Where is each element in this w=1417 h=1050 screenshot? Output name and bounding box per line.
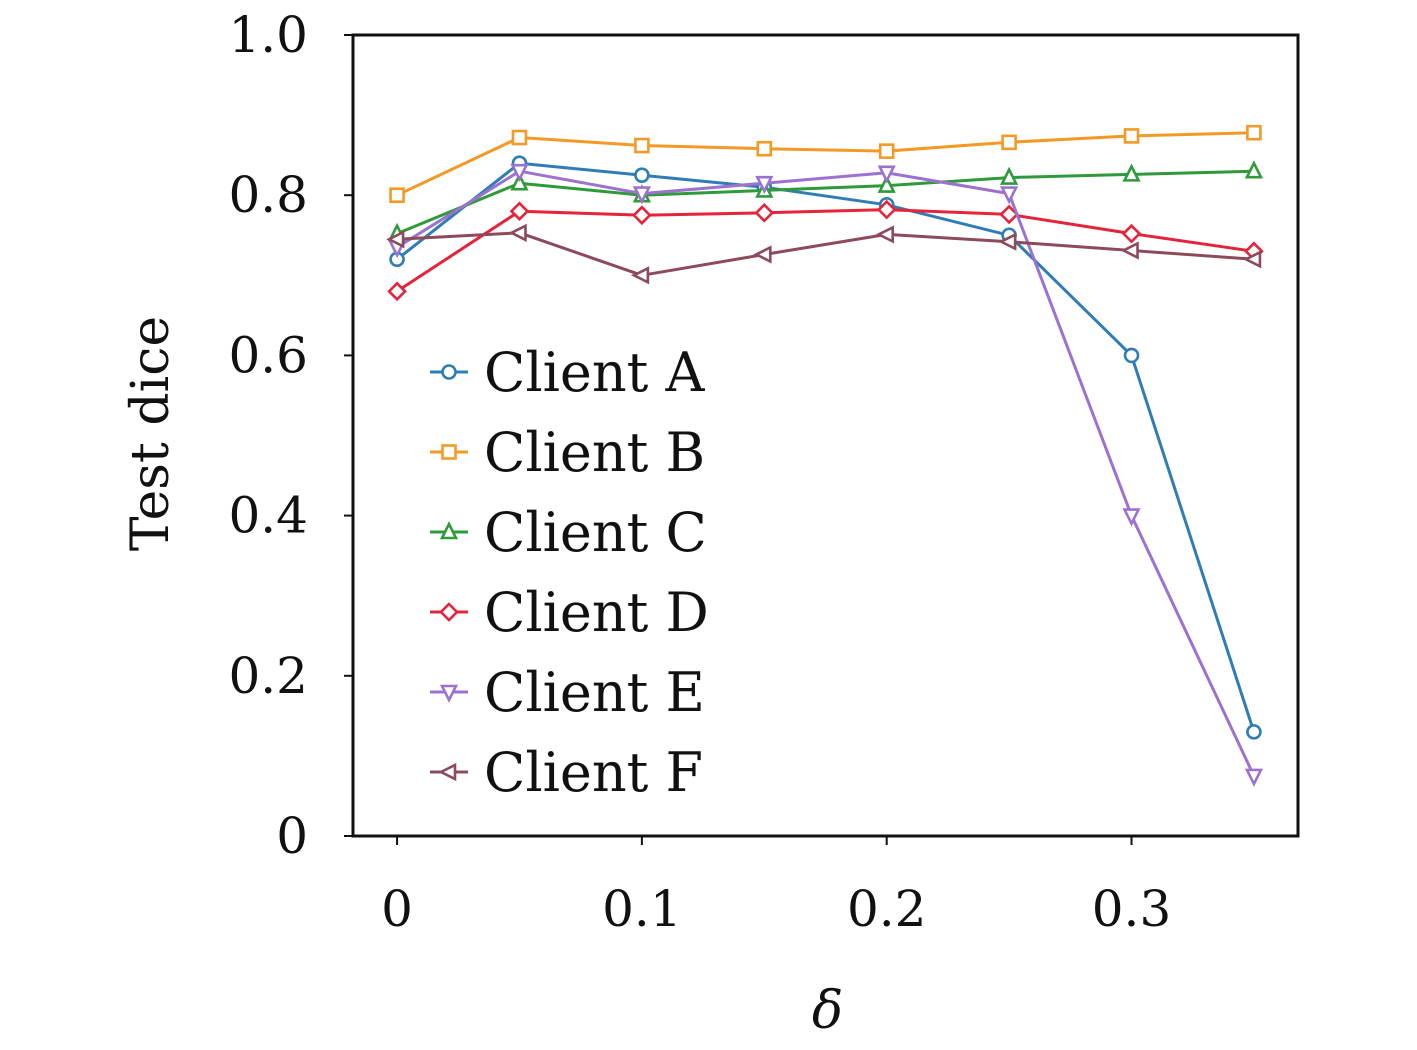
data-point xyxy=(510,172,529,191)
legend-label: Client A xyxy=(484,341,705,404)
legend-label: Client E xyxy=(484,661,705,724)
legend-label: Client B xyxy=(484,421,705,484)
series-d xyxy=(387,199,1264,302)
y-tick-label: 0.2 xyxy=(228,647,308,705)
data-point xyxy=(511,129,528,146)
series-f xyxy=(386,223,1262,285)
legend-marker xyxy=(441,364,457,380)
series-line xyxy=(396,169,1256,777)
legend-item: Client F xyxy=(430,741,703,804)
legend-item: Client B xyxy=(430,421,705,484)
data-point xyxy=(754,202,775,223)
data-point xyxy=(634,167,650,183)
data-point xyxy=(1122,508,1141,527)
data-point xyxy=(1000,186,1019,205)
y-tick-label: 0.6 xyxy=(228,326,308,384)
legend-marker xyxy=(439,602,459,622)
data-point xyxy=(756,140,773,157)
series-b xyxy=(389,124,1262,203)
series-line xyxy=(396,208,1255,293)
legend-label: Client C xyxy=(484,501,707,564)
legend-item: Client C xyxy=(430,501,707,564)
data-point xyxy=(877,174,896,193)
data-point xyxy=(1120,241,1139,260)
x-tick-label: 0.2 xyxy=(847,880,927,938)
data-point xyxy=(1246,724,1262,740)
y-axis-title: Test dice xyxy=(121,316,181,551)
legend-marker xyxy=(438,762,457,782)
data-point xyxy=(1000,166,1019,185)
y-tick-label: 0.8 xyxy=(228,166,308,224)
y-tick-label: 0.4 xyxy=(228,487,308,545)
data-point xyxy=(389,187,405,203)
data-point xyxy=(634,137,650,154)
data-point xyxy=(875,225,895,244)
data-point xyxy=(1121,223,1142,244)
data-point xyxy=(1246,124,1262,141)
data-point xyxy=(1123,128,1140,144)
data-point xyxy=(509,201,530,222)
series-line xyxy=(396,169,1254,235)
series-layer xyxy=(386,124,1264,787)
data-point xyxy=(1244,768,1264,787)
x-tick-label: 0 xyxy=(381,880,413,938)
legend-item: Client D xyxy=(430,581,709,644)
y-tick-label: 1.0 xyxy=(228,6,308,64)
legend-item: Client E xyxy=(430,661,705,724)
data-point xyxy=(508,223,527,242)
x-tick-label: 0.1 xyxy=(602,880,682,938)
data-point xyxy=(1122,163,1141,182)
data-point xyxy=(632,205,652,226)
legend-marker xyxy=(439,521,459,540)
x-tick-label: 0.3 xyxy=(1092,880,1172,938)
data-point xyxy=(1123,347,1140,364)
legend-marker xyxy=(441,444,457,460)
legend-marker xyxy=(439,684,459,703)
data-point xyxy=(1001,134,1017,151)
data-point xyxy=(753,245,772,264)
plot-frame xyxy=(351,33,1300,838)
data-point xyxy=(510,163,529,183)
x-axis-title: δ xyxy=(812,981,843,1041)
data-point xyxy=(877,165,896,184)
series-line xyxy=(396,131,1254,197)
y-tick-label: 0 xyxy=(276,807,308,865)
data-point xyxy=(1243,250,1262,269)
data-point xyxy=(876,199,897,220)
data-point xyxy=(878,143,895,159)
data-point xyxy=(632,186,651,205)
data-point xyxy=(386,230,405,249)
series-line xyxy=(397,231,1255,277)
data-point xyxy=(755,175,774,195)
data-point xyxy=(998,232,1017,251)
legend-item: Client A xyxy=(430,341,705,404)
data-point xyxy=(387,281,407,302)
legend-label: Client D xyxy=(484,581,709,644)
axes-layer: 0 0.1 0.2 0.3 0 0.2 0.4 0.6 0.8 1.0 xyxy=(228,6,1300,938)
data-point xyxy=(1244,160,1264,179)
data-point xyxy=(630,266,650,285)
legend-label: Client F xyxy=(484,741,703,804)
legend: Client A Client B Client C Client D Client E… xyxy=(430,341,709,804)
series-line xyxy=(396,161,1256,733)
